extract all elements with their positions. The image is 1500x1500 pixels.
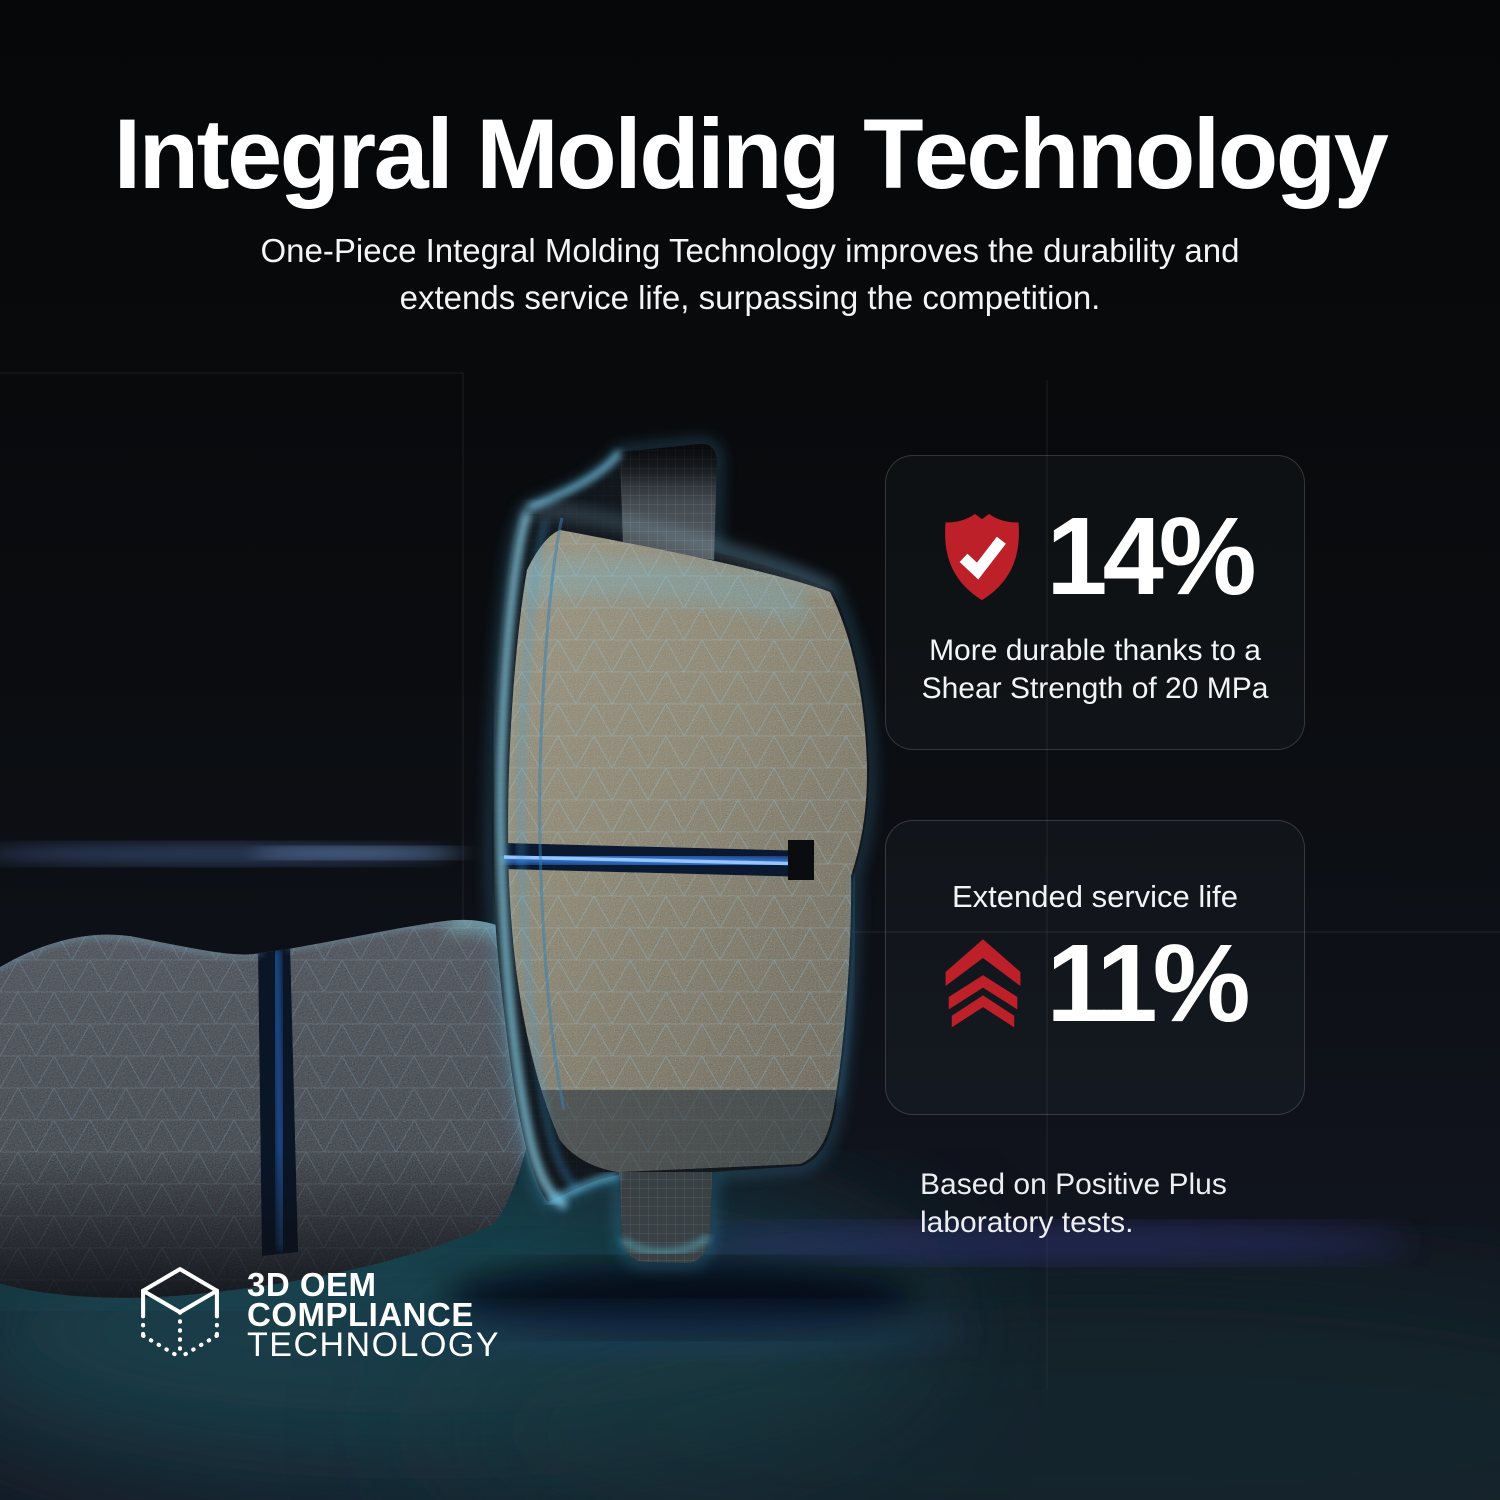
brake-pad-standing-render (489, 440, 873, 1267)
molding-groove-glow (502, 840, 814, 880)
footnote-line-2: laboratory tests. (920, 1206, 1134, 1239)
page-subtitle: One-Piece Integral Molding Technology im… (0, 227, 1500, 321)
logo-3d-oem-compliance: 3D OEM COMPLIANCE TECHNOLOGY (135, 1262, 500, 1368)
logo-line-1: 3D OEM (247, 1265, 377, 1303)
footnote: Based on Positive Plus laboratory tests. (920, 1166, 1227, 1242)
logo-line-3: TECHNOLOGY (247, 1325, 501, 1364)
shield-check-icon (945, 513, 1020, 601)
logo-line-2: COMPLIANCE (247, 1295, 474, 1333)
subtitle-line-2: extends service life, surpassing the com… (399, 279, 1101, 316)
durability-desc-line-1: More durable thanks to a (929, 634, 1261, 667)
wireframe-cube-icon (141, 1267, 219, 1360)
header: Integral Molding Technology One-Piece In… (0, 104, 1500, 321)
pad-reflection (365, 1304, 965, 1356)
footnote-line-1: Based on Positive Plus (920, 1168, 1227, 1201)
arrow-up-chevrons-icon (946, 938, 1021, 1027)
logo-text: 3D OEM COMPLIANCE TECHNOLOGY (247, 1265, 501, 1364)
durability-stat-row: 14% (938, 495, 1257, 618)
service-life-stat-card: Extended service life 11% (885, 820, 1305, 1115)
durability-description: More durable thanks to a Shear Strength … (922, 632, 1269, 708)
service-life-stat-row: 11% (944, 922, 1251, 1045)
durability-stat-card: 14% More durable thanks to a Shear Stren… (885, 455, 1305, 750)
service-life-label: Extended service life (951, 879, 1239, 914)
subtitle-line-1: One-Piece Integral Molding Technology im… (260, 232, 1240, 269)
service-life-value: 11% (1046, 922, 1250, 1045)
durability-value: 14% (1046, 495, 1256, 618)
durability-desc-line-2: Shear Strength of 20 MPa (921, 672, 1269, 705)
page-title: Integral Molding Technology (113, 98, 1389, 209)
